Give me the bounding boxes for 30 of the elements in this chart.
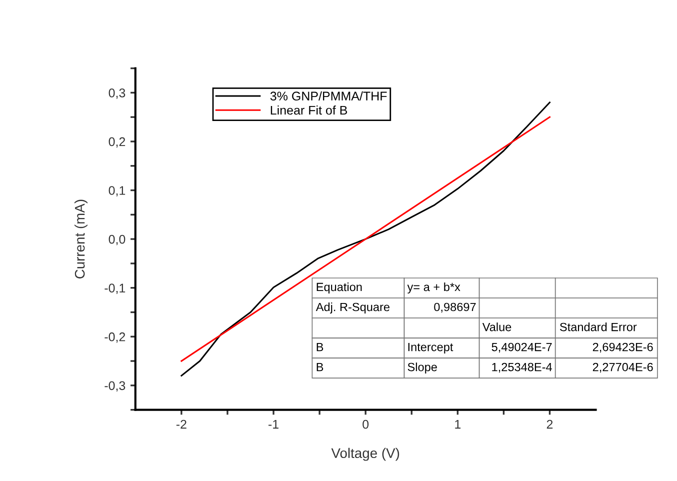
x-axis-title: Voltage (V) [331,448,400,461]
annotation: B [316,342,324,352]
annotation: y= a + b*x [407,282,460,294]
x-tick-label: -2 [176,420,186,429]
x-tick-label: 1 [455,420,461,429]
annotation: Slope [408,362,437,374]
annotation: Value [482,322,512,332]
y-tick-label: 0,0 [108,234,126,246]
y-tick-label: 0,2 [108,137,126,148]
annotation: 2,27704E-6 [592,362,653,373]
annotation: 2,69423E-6 [592,342,653,353]
annotation: 0,98697 [434,302,476,313]
y-tick-label: 0,1 [108,186,126,196]
y-tick-label: -0,3 [104,381,126,392]
annotation: 1,25348E-4 [492,362,552,373]
annotation: B [316,362,324,372]
y-tick-label: -0,1 [104,284,126,294]
annotation: Equation [316,282,362,294]
y-axis-title: Current (mA) [74,200,88,278]
legend-label: 3% GNP/PMMA/THF [270,91,387,101]
legend-label: Linear Fit of B [270,105,348,115]
annotation: 5,49024E-7 [492,342,552,353]
annotation: Adj. R-Square [316,302,390,314]
x-tick-label: 0 [362,420,369,429]
annotation: Intercept [408,342,454,354]
x-tick-label: -1 [268,420,278,429]
y-tick-label: 0,3 [108,88,126,99]
annotation: Standard Error [560,322,637,332]
y-tick-label: -0,2 [104,332,126,343]
x-tick-label: 2 [546,420,553,429]
